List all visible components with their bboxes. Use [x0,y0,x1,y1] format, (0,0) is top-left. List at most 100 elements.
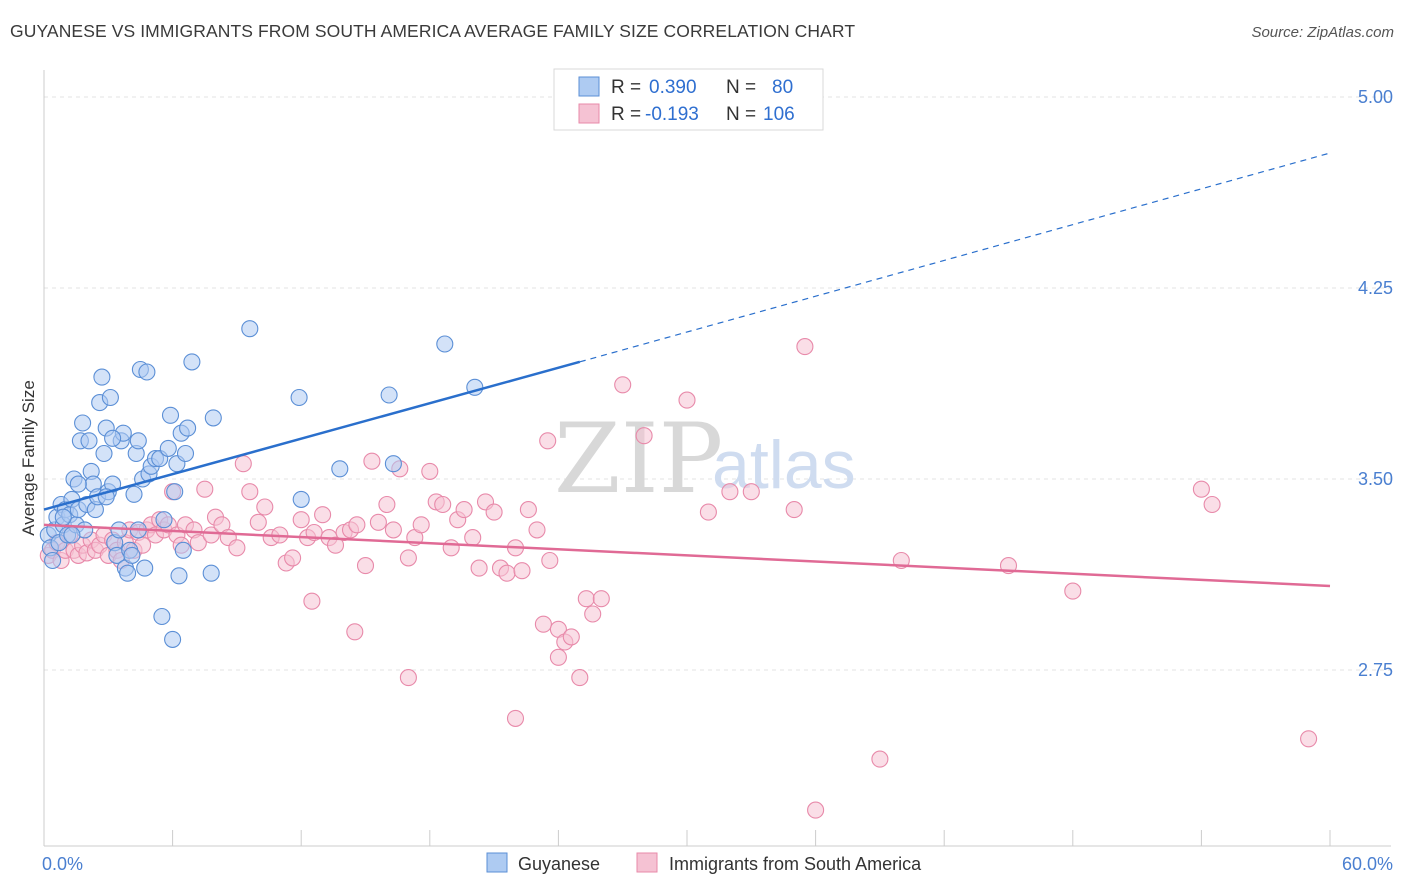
x-tick-label-end: 60.0% [1342,854,1393,874]
point-guyanese [136,559,154,577]
point-immigrants [442,539,460,557]
point-guyanese [204,409,222,427]
point-guyanese [380,386,398,404]
point-guyanese [80,432,98,450]
bottom-legend-swatch-guyanese [486,852,508,873]
point-immigrants [742,483,760,501]
point-guyanese [123,546,141,564]
point-immigrants [348,516,366,534]
point-immigrants [314,506,332,524]
point-guyanese [155,511,173,529]
point-immigrants [577,590,595,608]
point-immigrants [498,564,516,582]
point-immigrants [202,526,220,544]
point-guyanese [179,419,197,437]
point-immigrants [284,549,302,567]
bottom-legend-label-guyanese: Guyanese [518,854,600,874]
point-immigrants [1203,495,1221,514]
point-immigrants [1300,730,1318,748]
series-guyanese-points [39,320,484,648]
point-immigrants [241,483,259,501]
point-guyanese [174,541,192,559]
point-immigrants [228,539,246,557]
point-guyanese [44,551,62,570]
point-immigrants [571,669,589,687]
point-immigrants [412,516,430,534]
watermark-zip: ZIP [554,403,723,515]
point-immigrants [399,549,417,567]
point-guyanese [138,363,156,381]
x-tick-label-start: 0.0% [42,854,83,874]
point-guyanese [241,320,259,338]
point-immigrants [534,615,552,633]
point-immigrants [796,338,814,356]
point-guyanese [74,414,92,432]
grid-lines [44,96,1391,671]
point-guyanese [119,564,137,582]
top-legend: R = 0.390 N = 80 R = -0.193 N = 106 [553,68,824,131]
watermark: ZIP atlas [554,403,856,515]
point-guyanese [63,526,81,544]
point-guyanese [93,368,111,386]
point-guyanese [101,388,119,407]
point-guyanese [125,485,143,503]
point-immigrants [584,605,602,623]
trend-lines [43,152,1331,588]
point-immigrants [292,511,310,529]
point-immigrants [528,521,546,539]
legend-n-label-1: N = [726,77,761,98]
point-immigrants [513,562,531,580]
point-immigrants [1192,480,1210,498]
point-guyanese [290,388,308,407]
trend-line-guyanese-extension [579,152,1331,363]
point-immigrants [326,536,345,554]
point-guyanese [159,439,177,457]
legend-r-label-1: R = [611,77,646,98]
legend-n-value-1: 80 [772,77,793,98]
chart-title: GUYANESE VS IMMIGRANTS FROM SOUTH AMERIC… [10,21,856,41]
point-immigrants [249,513,267,531]
point-guyanese [331,460,349,478]
x-ticks [43,830,1331,846]
point-immigrants [234,455,252,473]
point-guyanese [54,508,72,526]
y-tick-label: 5.00 [1358,87,1393,107]
point-immigrants [369,513,387,531]
point-immigrants [562,628,580,646]
point-guyanese [69,475,87,493]
point-guyanese [129,432,147,450]
point-immigrants [871,750,889,768]
bottom-legend-swatch-immigrants [636,852,658,873]
point-immigrants [506,709,525,727]
legend-n-value-2: 106 [763,104,795,125]
point-immigrants [614,376,632,394]
point-immigrants [421,462,439,480]
point-immigrants [363,452,381,470]
point-immigrants [549,648,567,666]
point-immigrants [592,590,610,608]
point-guyanese [384,455,402,473]
point-immigrants [807,801,825,819]
point-immigrants [678,391,696,409]
point-guyanese [170,567,188,585]
point-guyanese [166,483,184,501]
point-immigrants [384,521,402,539]
point-immigrants [519,501,537,519]
point-guyanese [164,630,182,648]
y-tick-label: 4.25 [1358,278,1393,298]
point-guyanese [292,490,310,508]
legend-swatch-immigrants [578,103,600,124]
point-guyanese [176,444,195,463]
point-immigrants [356,557,375,575]
point-immigrants [485,503,503,521]
point-immigrants [721,483,739,501]
point-immigrants [699,503,717,521]
point-immigrants [256,498,274,516]
point-guyanese [104,429,122,447]
point-immigrants [399,669,417,687]
point-guyanese [153,607,171,626]
axes [43,70,1391,847]
point-guyanese [161,406,180,424]
point-immigrants [455,501,473,519]
